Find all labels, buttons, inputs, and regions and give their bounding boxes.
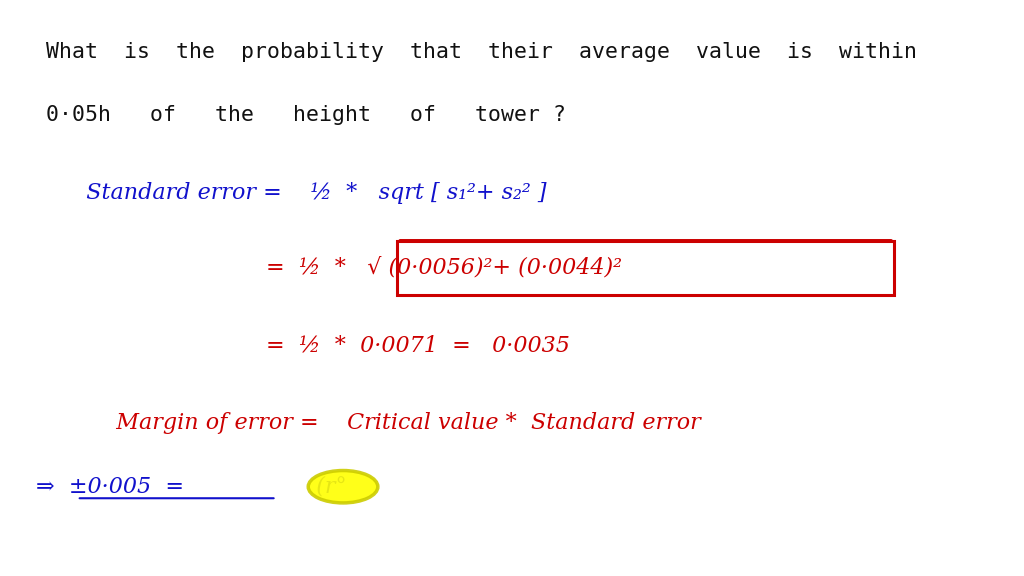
Text: ⇒  ±0·005  =: ⇒ ±0·005 = bbox=[36, 476, 184, 498]
Text: (r°: (r° bbox=[302, 476, 347, 498]
Text: Margin of error =    Critical value *  Standard error: Margin of error = Critical value * Stand… bbox=[102, 412, 701, 434]
Text: What  is  the  probability  that  their  average  value  is  within: What is the probability that their avera… bbox=[46, 42, 918, 62]
Ellipse shape bbox=[308, 471, 378, 503]
Text: Standard error =    ½  *   sqrt [ s₁²+ s₂² ]: Standard error = ½ * sqrt [ s₁²+ s₂² ] bbox=[72, 182, 546, 204]
Text: =  ½  *  0·0071  =   0·0035: = ½ * 0·0071 = 0·0035 bbox=[266, 335, 570, 357]
Text: =  ½  *   √ (0·0056)²+ (0·0044)²: = ½ * √ (0·0056)²+ (0·0044)² bbox=[266, 257, 623, 279]
Text: 0·05h   of   the   height   of   tower ?: 0·05h of the height of tower ? bbox=[46, 105, 566, 125]
